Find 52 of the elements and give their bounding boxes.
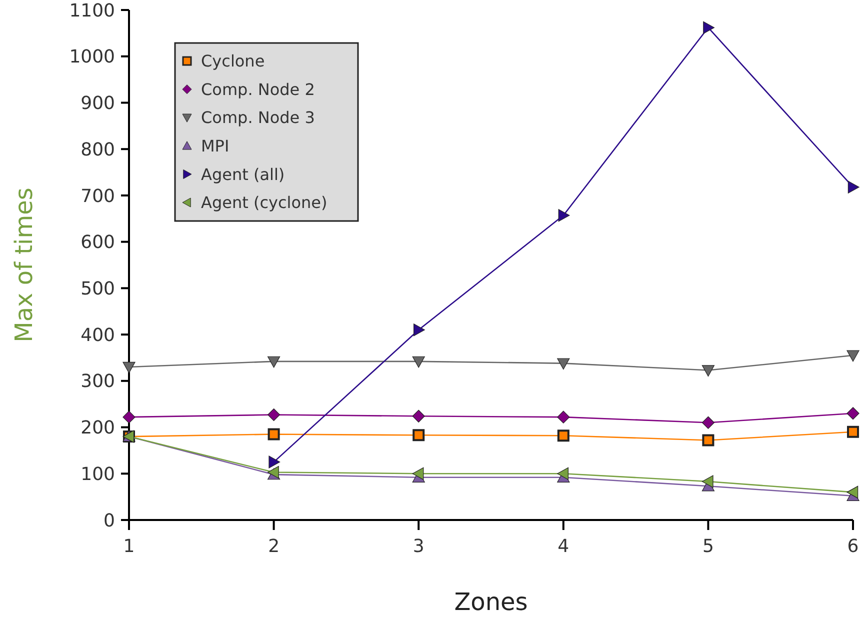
y-tick-label: 400 <box>80 324 115 346</box>
point <box>557 430 570 442</box>
legend-label: Comp. Node 3 <box>201 108 315 128</box>
y-tick-label: 200 <box>80 418 115 439</box>
y-tick-label: 700 <box>80 186 115 207</box>
legend-label: Comp. Node 2 <box>201 80 315 99</box>
point <box>702 434 714 446</box>
point <box>848 180 860 194</box>
x-tick-label: 2 <box>268 536 280 557</box>
point <box>122 362 136 374</box>
point <box>847 426 859 438</box>
point <box>268 456 280 468</box>
legend-label: MPI <box>201 136 230 156</box>
x-tick-label: 5 <box>702 536 714 557</box>
point <box>268 408 280 422</box>
point <box>557 410 570 424</box>
y-axis-title: Max of times <box>10 188 38 342</box>
point <box>268 356 280 368</box>
point <box>846 407 860 420</box>
x-axis-title: Zones <box>454 588 528 616</box>
legend-label: Agent (cyclone) <box>201 193 328 212</box>
y-tick-label: 900 <box>80 93 115 114</box>
y-tick-label: 1100 <box>69 0 115 22</box>
x-tick-label: 1 <box>123 536 135 557</box>
x-tick-label: 3 <box>412 536 424 557</box>
y-tick-label: 0 <box>104 510 115 532</box>
y-tick-label: 600 <box>80 232 115 254</box>
point <box>412 467 424 480</box>
point <box>702 416 714 429</box>
point <box>557 467 568 480</box>
legend-label: Agent (all) <box>201 164 285 184</box>
y-tick-label: 1000 <box>69 46 115 68</box>
legend-label: Cyclone <box>201 52 265 71</box>
point <box>414 324 425 336</box>
point <box>557 358 570 370</box>
point <box>412 356 425 368</box>
point <box>702 475 714 488</box>
point <box>703 21 714 34</box>
y-tick-label: 100 <box>80 464 115 485</box>
x-tick-label: 4 <box>558 536 570 557</box>
y-tick-label: 500 <box>80 278 115 300</box>
x-tick-label: 6 <box>847 536 859 557</box>
y-tick-label: 300 <box>80 371 115 392</box>
point <box>846 486 858 498</box>
point <box>412 429 425 442</box>
point <box>268 428 280 440</box>
point <box>846 350 860 362</box>
point <box>412 410 425 422</box>
point <box>122 410 136 424</box>
point <box>558 209 570 222</box>
y-tick-label: 800 <box>80 139 115 160</box>
point <box>702 365 714 377</box>
